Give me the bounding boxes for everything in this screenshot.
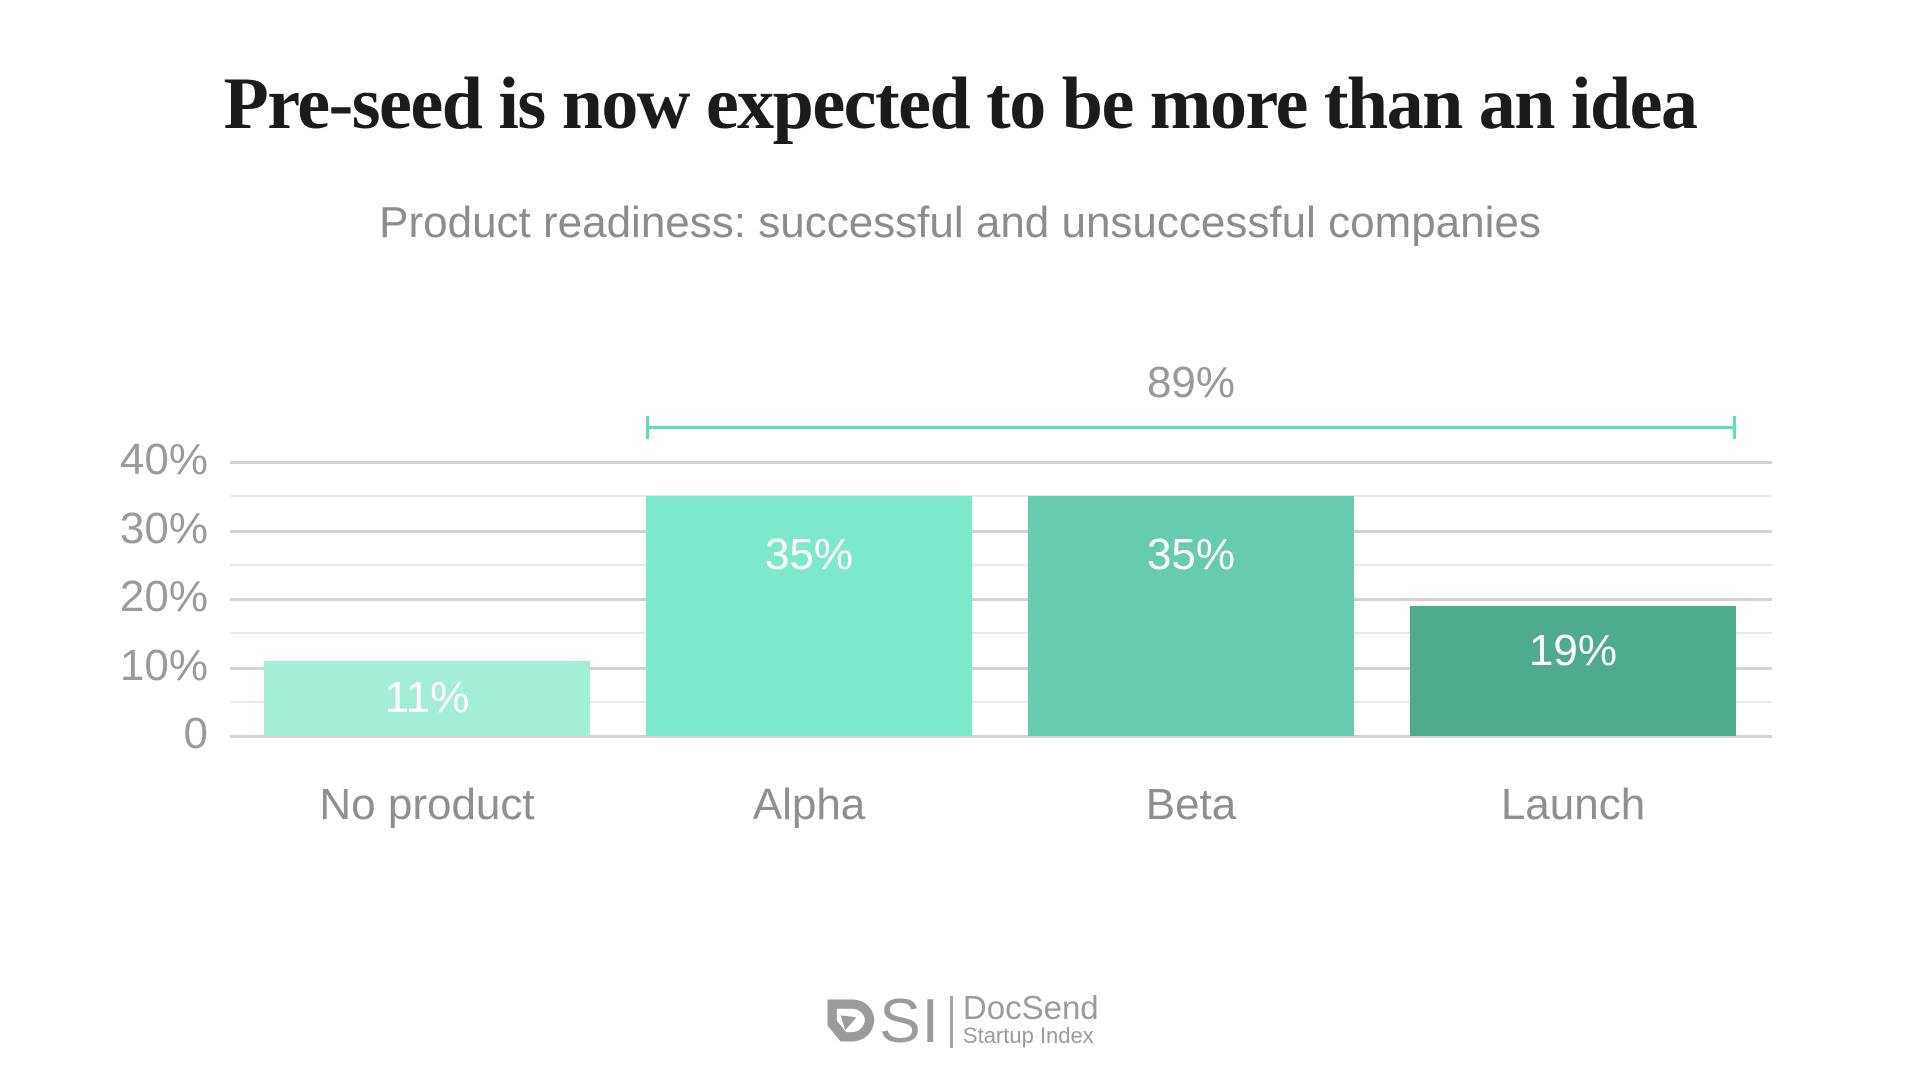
gridline-15 — [230, 632, 1772, 635]
annotation-bracket-tick-right — [1733, 416, 1736, 439]
y-axis-tick-label: 10% — [119, 640, 208, 690]
gridline-5 — [230, 700, 1772, 703]
logo-divider — [949, 996, 953, 1048]
y-axis-tick-label: 30% — [119, 503, 208, 553]
bar-launch: 19% — [1410, 605, 1736, 736]
bar-alpha: 35% — [646, 496, 972, 736]
x-axis-category-label: Beta — [1145, 780, 1237, 829]
logo-name: DocSend — [962, 989, 1099, 1026]
docsend-logo: SI DocSend Startup Index — [0, 986, 1920, 1056]
docsend-d-mark-icon — [827, 999, 875, 1042]
x-axis-category-label: No product — [319, 780, 535, 829]
y-axis-tick-label: 40% — [119, 435, 208, 484]
annotation-label: 89% — [1146, 358, 1236, 407]
bar-beta: 35% — [1028, 496, 1354, 736]
page-title: Pre-seed is now expected to be more than… — [223, 63, 1698, 145]
page-subtitle: Product readiness: successful and unsucc… — [379, 198, 1541, 247]
gridline-30 — [230, 529, 1772, 533]
bar-value-label: 11% — [384, 673, 470, 723]
logo-text-stack: DocSend Startup Index — [962, 989, 1099, 1048]
logo-letters: SI — [879, 987, 940, 1056]
gridline-0 — [230, 735, 1772, 738]
x-axis-category-label: Alpha — [752, 780, 866, 829]
gridline-35 — [230, 495, 1772, 498]
bar-value-label: 35% — [764, 530, 854, 580]
bar-value-label: 35% — [1146, 530, 1236, 580]
y-axis-tick-label: 20% — [119, 572, 208, 621]
y-axis-tick-label: 0 — [183, 709, 208, 758]
gridline-40 — [230, 461, 1772, 464]
gridline-10 — [230, 666, 1772, 670]
x-axis-category-label: Launch — [1500, 780, 1646, 829]
annotation-bracket-line — [646, 426, 1736, 429]
gridline-20 — [230, 598, 1772, 601]
logo-subname: Startup Index — [962, 1023, 1094, 1048]
bar-no-product: 11% — [264, 660, 590, 736]
bar-value-label: 19% — [1528, 625, 1618, 675]
gridline-25 — [230, 563, 1772, 566]
annotation-bracket-tick-left — [646, 416, 649, 439]
